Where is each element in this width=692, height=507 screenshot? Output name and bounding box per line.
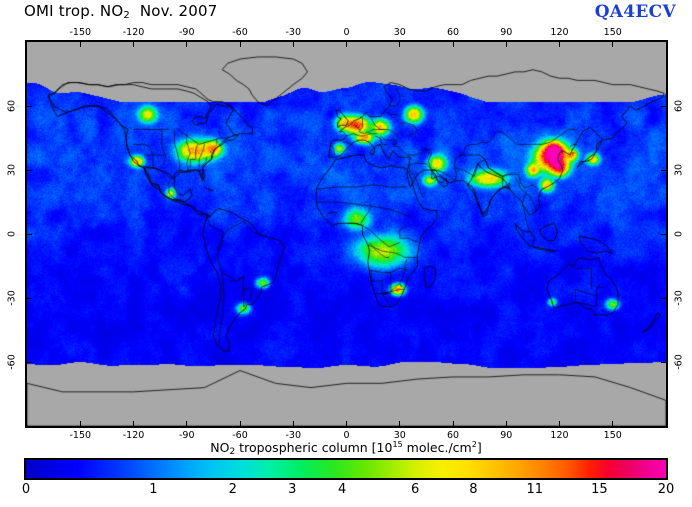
colorbar-tick-label-9: 20 [657,482,675,497]
lat-tickmark-right-3 [661,297,666,299]
lon-tickmark-top-10 [612,42,614,47]
figure-title: OMI trop. NO2 Nov. 2007 [24,2,217,21]
title-instrument: OMI trop. NO [24,2,124,20]
lon-tickmark-bottom-4 [292,421,294,426]
colorbar-tick-label-7: 11 [526,482,544,497]
lon-tick-label-bottom-2: -90 [178,430,195,441]
lon-tickmark-top-3 [239,42,241,47]
lon-tickmark-bottom-8 [505,421,507,426]
lat-tickmark-right-0 [661,105,666,107]
lon-tickmark-top-0 [79,42,81,47]
colorbar-tick-label-5: 6 [410,482,420,497]
lat-tickmark-right-1 [661,169,666,171]
lon-tick-label-top-5: 0 [343,27,350,38]
colorbar-tick-label-8: 15 [591,482,608,497]
colorbar-tick-label-3: 3 [288,482,297,497]
lon-tick-label-top-7: 60 [446,27,460,38]
lon-tickmark-bottom-3 [239,421,241,426]
lon-tickmark-bottom-2 [186,421,188,426]
lon-tick-label-bottom-4: -30 [285,430,302,441]
lat-tickmark-left-4 [27,361,32,363]
lat-tick-label-left-3: -30 [6,290,18,306]
lat-tick-label-right-4: -60 [673,354,685,370]
lon-tick-label-top-2: -90 [178,27,195,38]
lon-tickmark-bottom-7 [452,421,454,426]
cb-label-mid: tropospheric column [10 [235,440,393,455]
lon-tick-label-top-6: 30 [393,27,406,38]
lat-tick-label-left-1: 30 [6,163,18,177]
lon-tickmark-top-4 [292,42,294,47]
cb-label-exp: 15 [392,440,403,449]
lat-tick-label-right-1: 30 [673,163,685,177]
lon-tickmark-top-2 [186,42,188,47]
colorbar-tick-label-1: 1 [149,482,158,497]
lon-tickmark-top-8 [505,42,507,47]
colorbar-tick-label-0: 0 [21,482,31,497]
lon-tickmark-bottom-10 [612,421,614,426]
lat-tick-label-right-3: -30 [673,290,685,306]
lat-tickmark-right-4 [661,361,666,363]
lat-tick-label-left-0: 60 [6,99,18,113]
lon-tick-label-bottom-5: 0 [343,430,350,441]
lon-tickmark-top-1 [133,42,134,47]
lat-tickmark-left-1 [27,169,32,171]
colorbar-tick-label-4: 4 [338,482,347,497]
map-plot-area [25,40,668,428]
colorbar-tick-label-6: 8 [469,482,478,497]
lon-tick-label-top-3: -60 [232,27,248,38]
cb-label-sub: 2 [229,447,236,457]
cb-label-suffix: ] [476,440,482,455]
cb-label-no: NO [210,440,230,455]
lon-tick-label-bottom-7: 60 [446,430,460,441]
title-period: Nov. 2007 [139,2,218,20]
cb-label-exp2: 2 [471,440,477,449]
qa4ecv-logo: QA4ECV [594,2,676,22]
lon-tick-label-bottom-10: 150 [603,430,622,441]
colorbar-gradient [24,458,668,480]
lon-tickmark-top-7 [452,42,454,47]
lat-tickmark-left-3 [27,297,32,299]
lat-tick-label-left-2: 0 [6,230,18,238]
lon-tick-label-top-4: -30 [285,27,302,38]
lon-tick-label-bottom-1: -120 [122,430,145,441]
lon-tick-label-top-8: 90 [500,27,513,38]
lat-tickmark-left-2 [27,233,32,235]
lat-tick-label-left-4: -60 [6,354,18,370]
lon-tickmark-top-6 [399,42,401,47]
colorbar-axis-label: NO2 tropospheric column [1015 molec./cm2… [210,440,481,457]
lon-tick-label-bottom-6: 30 [393,430,406,441]
lon-tick-label-bottom-8: 90 [500,430,513,441]
lon-tick-label-top-10: 150 [603,27,622,38]
cb-label-mid2: molec./cm [402,440,472,455]
no2-heatmap-canvas [27,42,666,426]
lon-tickmark-top-5 [346,42,347,47]
lat-tickmark-right-2 [661,233,666,235]
lon-tick-label-top-9: 120 [550,27,569,38]
lon-tick-label-bottom-3: -60 [232,430,248,441]
lon-tickmark-bottom-5 [346,421,347,426]
lon-tick-label-top-1: -120 [122,27,145,38]
lon-tickmark-bottom-9 [559,421,560,426]
lat-tick-label-right-0: 60 [673,99,685,113]
title-subscript: 2 [123,10,130,21]
lon-tickmark-bottom-6 [399,421,401,426]
lon-tick-label-top-0: -150 [69,27,92,38]
lon-tickmark-bottom-0 [79,421,81,426]
lon-tick-label-bottom-9: 120 [550,430,569,441]
lon-tick-label-bottom-0: -150 [69,430,92,441]
lat-tick-label-right-2: 0 [673,230,685,238]
lon-tickmark-top-9 [559,42,560,47]
lat-tickmark-left-0 [27,105,32,107]
colorbar-tick-label-2: 2 [228,482,237,497]
lon-tickmark-bottom-1 [133,421,134,426]
